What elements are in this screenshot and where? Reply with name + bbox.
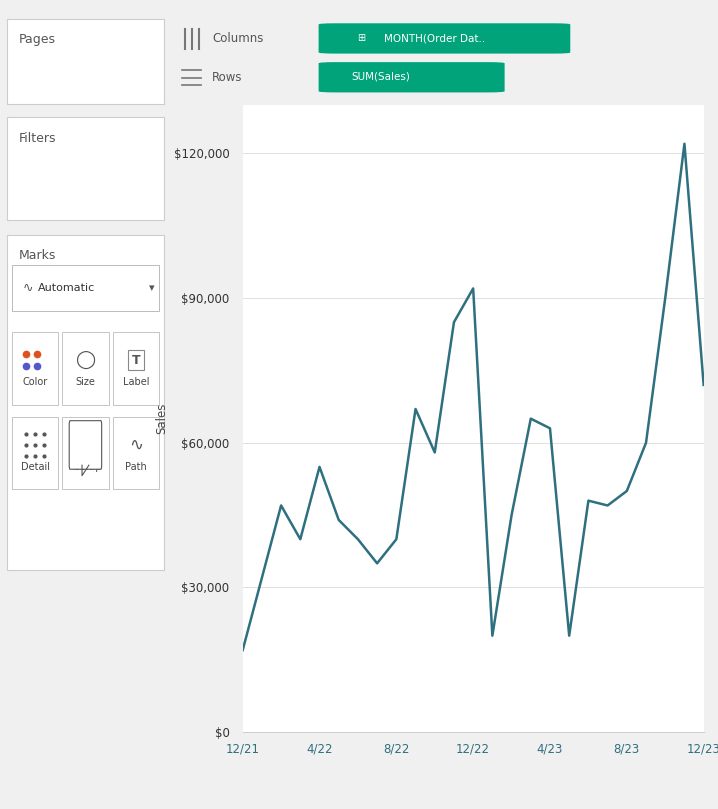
Text: ◯: ◯ (75, 351, 95, 369)
Text: ⊞: ⊞ (357, 33, 365, 43)
Y-axis label: Sales: Sales (155, 403, 168, 434)
Text: Path: Path (125, 462, 146, 472)
FancyBboxPatch shape (62, 417, 108, 489)
FancyBboxPatch shape (7, 117, 164, 220)
FancyBboxPatch shape (62, 332, 108, 404)
FancyBboxPatch shape (69, 421, 102, 469)
Text: Label: Label (123, 377, 149, 387)
Text: Tooltip: Tooltip (70, 462, 101, 472)
FancyBboxPatch shape (113, 332, 159, 404)
Text: Automatic: Automatic (37, 283, 95, 293)
FancyBboxPatch shape (319, 23, 570, 53)
Text: MONTH(Order Dat..: MONTH(Order Dat.. (384, 33, 485, 43)
Text: Columns: Columns (212, 32, 264, 45)
Text: SUM(Sales): SUM(Sales) (351, 72, 410, 82)
Text: Size: Size (75, 377, 95, 387)
Text: ▾: ▾ (149, 283, 154, 293)
Text: T: T (131, 354, 140, 366)
FancyBboxPatch shape (113, 417, 159, 489)
FancyBboxPatch shape (7, 19, 164, 104)
Text: Pages: Pages (19, 33, 56, 46)
FancyBboxPatch shape (319, 62, 505, 92)
Text: Color: Color (22, 377, 47, 387)
Text: Filters: Filters (19, 132, 56, 145)
Text: Marks: Marks (19, 249, 56, 262)
Text: Rows: Rows (212, 71, 243, 84)
FancyBboxPatch shape (12, 265, 159, 311)
FancyBboxPatch shape (7, 235, 164, 570)
FancyBboxPatch shape (12, 417, 58, 489)
FancyBboxPatch shape (12, 332, 58, 404)
Text: ∿: ∿ (22, 282, 33, 294)
Text: ∿: ∿ (129, 436, 143, 454)
Text: Detail: Detail (21, 462, 50, 472)
